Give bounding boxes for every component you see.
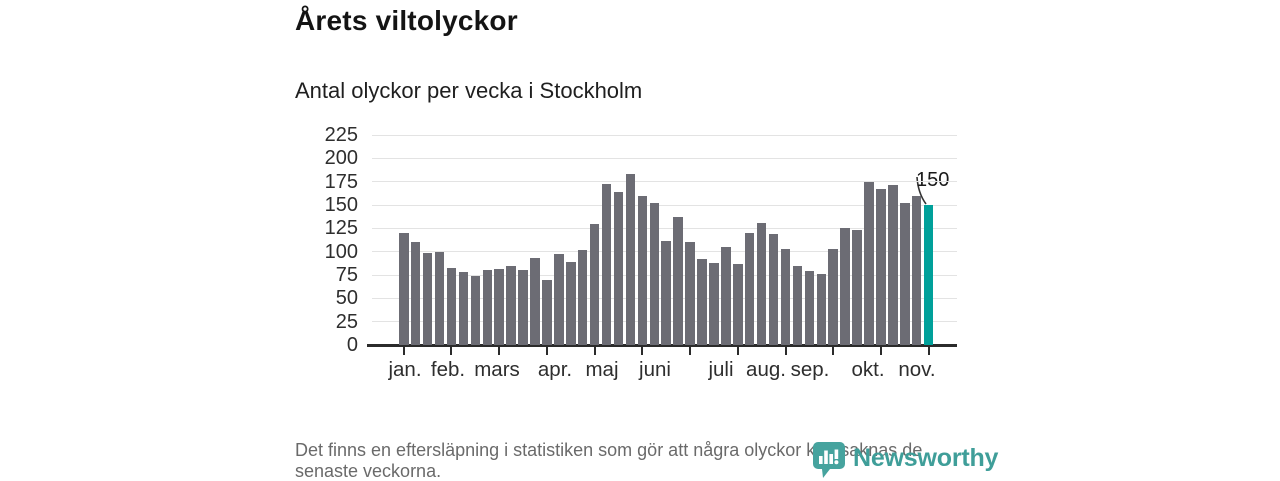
y-axis-tick-label: 150 <box>324 194 358 216</box>
bar-chart-plot-area: 150 0 25 50 75 100 125 150 175 200 225 jan. feb. mar… <box>325 124 957 381</box>
newsworthy-logo-text: Newsworthy <box>853 444 999 472</box>
x-axis-month-label: okt. <box>851 358 885 381</box>
x-axis-month-label: mars <box>474 358 520 381</box>
chart-subtitle: Antal olyckor per vecka i Stockholm <box>295 78 643 103</box>
bar-week <box>434 251 445 345</box>
gridline-y-225 <box>372 134 957 136</box>
x-axis-baseline <box>367 344 957 347</box>
gridline-y-200 <box>372 157 957 159</box>
x-axis-tick <box>545 346 548 355</box>
bar-week <box>494 269 504 345</box>
x-axis-month-label: juni <box>639 358 671 381</box>
bar-week <box>792 265 803 345</box>
y-axis-tick-label: 50 <box>335 287 358 310</box>
bar-week <box>410 242 421 345</box>
y-axis-tick-label: 0 <box>346 334 358 356</box>
x-axis-tick <box>450 346 453 355</box>
x-axis-tick <box>784 346 787 355</box>
bar-week <box>744 233 755 345</box>
gridline-y-175 <box>372 181 957 183</box>
bar-week <box>577 249 588 345</box>
x-axis-tick <box>832 346 835 355</box>
bar-week <box>446 268 457 345</box>
bar-week <box>780 248 791 345</box>
y-axis-tick-label: 100 <box>324 240 358 263</box>
bar-week <box>482 270 492 345</box>
x-axis-month-label: juli <box>708 358 734 381</box>
bar-week <box>625 174 636 345</box>
bar-week <box>685 242 695 345</box>
bar-week <box>458 272 469 345</box>
page-title: Årets viltolyckor <box>295 5 518 36</box>
bar-week <box>673 217 683 345</box>
bar-week <box>768 233 779 345</box>
bar-week <box>911 195 922 345</box>
x-axis-month-label: apr. <box>537 358 573 381</box>
bar-week <box>422 252 433 345</box>
bar-week <box>828 248 838 345</box>
bar-week <box>601 184 612 345</box>
x-axis-tick <box>927 346 930 355</box>
x-axis-month-label: jan. <box>388 358 422 381</box>
x-axis-month-label: aug. <box>746 358 786 381</box>
bar-week <box>709 262 719 345</box>
y-axis-tick-label: 125 <box>324 217 358 240</box>
x-axis-month-label: nov. <box>898 358 936 381</box>
bar-week <box>470 275 481 345</box>
annotation-leader-line <box>916 176 927 205</box>
x-axis-month-label: feb. <box>430 358 466 381</box>
x-axis-tick <box>402 346 405 355</box>
bar-week <box>721 247 731 345</box>
bar-week <box>733 263 743 345</box>
bar-week <box>649 203 660 345</box>
bar-week <box>876 189 886 345</box>
latest-value-label: 150 <box>916 169 950 191</box>
bar-week <box>554 254 564 345</box>
y-axis-tick-label: 175 <box>324 170 358 193</box>
bar-week <box>506 265 516 345</box>
y-axis-tick-label: 200 <box>324 147 358 170</box>
bar-week <box>566 261 576 345</box>
bar-week <box>399 233 409 345</box>
bar-week <box>613 191 624 345</box>
x-axis-tick <box>593 346 596 355</box>
y-axis-tick-label: 75 <box>335 264 358 286</box>
x-axis-tick <box>689 346 692 355</box>
bar-week <box>852 230 862 345</box>
x-axis-tick <box>879 346 882 355</box>
bar-week <box>637 195 648 345</box>
bar-week <box>888 185 898 345</box>
x-axis-month-label: maj <box>585 358 619 381</box>
bar-week <box>697 259 707 345</box>
bar-week <box>756 222 767 345</box>
x-axis-tick <box>498 346 501 355</box>
bar-week <box>518 270 528 345</box>
bar-week <box>816 274 827 345</box>
bar-week <box>589 223 600 345</box>
bar-week <box>864 181 874 345</box>
gridline-y-150 <box>372 204 957 206</box>
y-axis-tick-label: 225 <box>324 124 358 146</box>
bar-week <box>900 203 910 345</box>
y-axis-tick-label: 25 <box>335 310 358 333</box>
newsworthy-bubble-chart-icon <box>813 442 845 478</box>
bar-week <box>840 228 850 345</box>
gridline-y-125 <box>372 227 957 229</box>
chart-footnote: Det finns en eftersläpning i statistiken… <box>295 440 923 481</box>
bar-week <box>661 241 671 345</box>
x-axis-tick <box>641 346 644 355</box>
bar-week <box>542 279 552 345</box>
bar-week-highlighted <box>923 205 934 345</box>
newsworthy-logo: Newsworthy <box>813 442 998 478</box>
x-axis-month-label: sep. <box>790 358 830 381</box>
x-axis-tick <box>736 346 739 355</box>
bar-week <box>804 271 815 345</box>
bar-week <box>530 258 540 345</box>
